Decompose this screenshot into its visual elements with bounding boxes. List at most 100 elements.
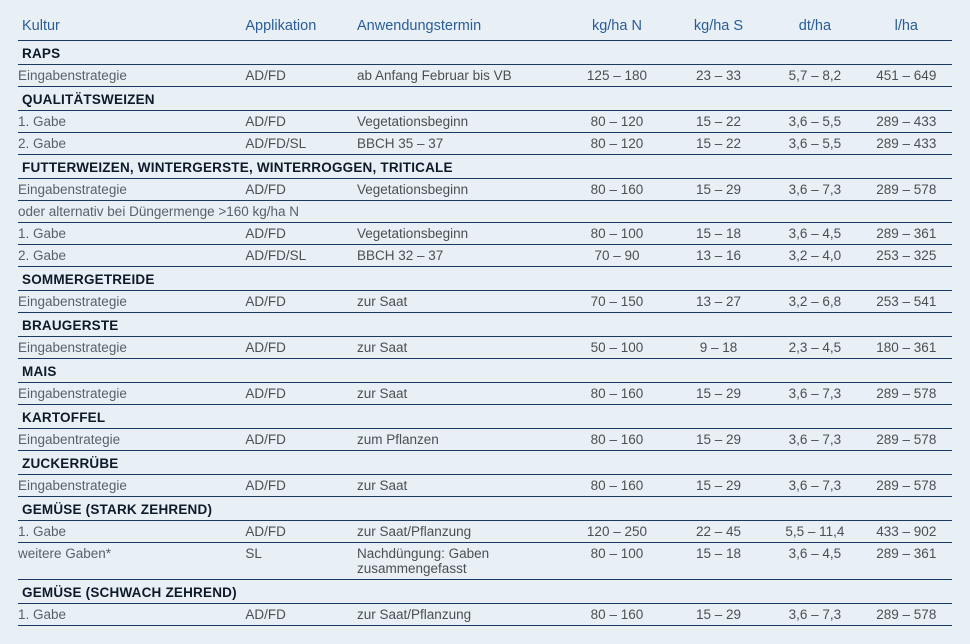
empty-cell	[861, 155, 952, 179]
table-row: 1. GabeAD/FDzur Saat/Pflanzung80 – 16015…	[18, 604, 952, 626]
cell-n: 125 – 180	[566, 65, 668, 87]
cell-l: 289 – 433	[861, 133, 952, 155]
cell-n: 80 – 160	[566, 429, 668, 451]
cell-kultur: 2. Gabe	[18, 245, 241, 267]
cell-dt: 3,6 – 5,5	[769, 133, 860, 155]
empty-cell	[769, 267, 860, 291]
section-label: KARTOFFEL	[18, 405, 241, 429]
empty-cell	[353, 313, 566, 337]
cell-kultur: 1. Gabe	[18, 223, 241, 245]
cell-s: 23 – 33	[668, 65, 770, 87]
cell-dt: 3,6 – 4,5	[769, 223, 860, 245]
note-row: oder alternativ bei Düngermenge >160 kg/…	[18, 201, 952, 223]
empty-cell	[769, 359, 860, 383]
cell-s: 15 – 18	[668, 543, 770, 580]
cell-term: zur Saat	[353, 337, 566, 359]
section-label: GEMÜSE (STARK ZEHREND)	[18, 497, 241, 521]
empty-cell	[769, 497, 860, 521]
section-label: SOMMERGETREIDE	[18, 267, 241, 291]
empty-cell	[241, 405, 353, 429]
empty-cell	[353, 267, 566, 291]
cell-kultur: Eingabenstrategie	[18, 475, 241, 497]
table-row: EingabenstrategieAD/FDzur Saat70 – 15013…	[18, 291, 952, 313]
cell-app: AD/FD	[241, 337, 353, 359]
cell-dt: 3,2 – 6,8	[769, 291, 860, 313]
cell-n: 120 – 250	[566, 521, 668, 543]
cell-n: 80 – 160	[566, 475, 668, 497]
empty-cell	[668, 201, 770, 223]
cell-app: AD/FD/SL	[241, 133, 353, 155]
cell-kultur: Eingabenstrategie	[18, 383, 241, 405]
cell-s: 22 – 45	[668, 521, 770, 543]
cell-kultur: 1. Gabe	[18, 604, 241, 626]
cell-l: 253 – 325	[861, 245, 952, 267]
section-label: GEMÜSE (SCHWACH ZEHREND)	[18, 580, 241, 604]
empty-cell	[241, 497, 353, 521]
table-row: EingabenstrategieAD/FDab Anfang Februar …	[18, 65, 952, 87]
cell-dt: 3,2 – 4,0	[769, 245, 860, 267]
cell-l: 433 – 902	[861, 521, 952, 543]
cell-s: 13 – 27	[668, 291, 770, 313]
empty-cell	[353, 451, 566, 475]
cell-kultur: Eingabentrategie	[18, 429, 241, 451]
table-header-row: Kultur Applikation Anwendungstermin kg/h…	[18, 14, 952, 41]
section-row: BRAUGERSTE	[18, 313, 952, 337]
empty-cell	[861, 87, 952, 111]
table-row: 2. GabeAD/FD/SLBBCH 32 – 3770 – 9013 – 1…	[18, 245, 952, 267]
empty-cell	[668, 580, 770, 604]
empty-cell	[566, 359, 668, 383]
note-text: oder alternativ bei Düngermenge >160 kg/…	[18, 201, 566, 223]
col-n: kg/ha N	[566, 14, 668, 41]
empty-cell	[353, 497, 566, 521]
empty-cell	[861, 405, 952, 429]
empty-cell	[353, 359, 566, 383]
cell-l: 253 – 541	[861, 291, 952, 313]
cell-term: zum Pflanzen	[353, 429, 566, 451]
cell-s: 13 – 16	[668, 245, 770, 267]
cell-n: 50 – 100	[566, 337, 668, 359]
empty-cell	[566, 497, 668, 521]
cell-l: 289 – 433	[861, 111, 952, 133]
cell-n: 80 – 120	[566, 111, 668, 133]
cell-s: 15 – 22	[668, 133, 770, 155]
empty-cell	[861, 267, 952, 291]
cell-term: Nachdüngung: Gaben zusammengefasst	[353, 543, 566, 580]
cell-app: AD/FD	[241, 429, 353, 451]
cell-l: 451 – 649	[861, 65, 952, 87]
empty-cell	[668, 41, 770, 65]
cell-app: AD/FD/SL	[241, 245, 353, 267]
cell-n: 70 – 150	[566, 291, 668, 313]
cell-kultur: 1. Gabe	[18, 111, 241, 133]
empty-cell	[769, 451, 860, 475]
empty-cell	[353, 405, 566, 429]
empty-cell	[668, 405, 770, 429]
cell-dt: 3,6 – 7,3	[769, 383, 860, 405]
cell-n: 80 – 100	[566, 543, 668, 580]
empty-cell	[861, 201, 952, 223]
table-row: weitere Gaben*SLNachdüngung: Gaben zusam…	[18, 543, 952, 580]
cell-l: 289 – 361	[861, 223, 952, 245]
cell-dt: 3,6 – 7,3	[769, 429, 860, 451]
cell-dt: 3,6 – 7,3	[769, 179, 860, 201]
col-s: kg/ha S	[668, 14, 770, 41]
cell-s: 15 – 22	[668, 111, 770, 133]
cell-dt: 3,6 – 7,3	[769, 475, 860, 497]
table-row: EingabenstrategieAD/FDzur Saat80 – 16015…	[18, 383, 952, 405]
col-kultur: Kultur	[18, 14, 241, 41]
cell-app: AD/FD	[241, 65, 353, 87]
empty-cell	[769, 313, 860, 337]
cell-term: ab Anfang Februar bis VB	[353, 65, 566, 87]
cell-s: 15 – 18	[668, 223, 770, 245]
table-body: RAPSEingabenstrategieAD/FDab Anfang Febr…	[18, 41, 952, 626]
cell-n: 70 – 90	[566, 245, 668, 267]
empty-cell	[241, 359, 353, 383]
table-row: EingabentrategieAD/FDzum Pflanzen80 – 16…	[18, 429, 952, 451]
section-label: RAPS	[18, 41, 241, 65]
empty-cell	[668, 451, 770, 475]
empty-cell	[566, 201, 668, 223]
cell-kultur: Eingabenstrategie	[18, 65, 241, 87]
cell-term: zur Saat	[353, 475, 566, 497]
cell-term: Vegetationsbeginn	[353, 223, 566, 245]
section-row: KARTOFFEL	[18, 405, 952, 429]
cell-l: 289 – 578	[861, 429, 952, 451]
